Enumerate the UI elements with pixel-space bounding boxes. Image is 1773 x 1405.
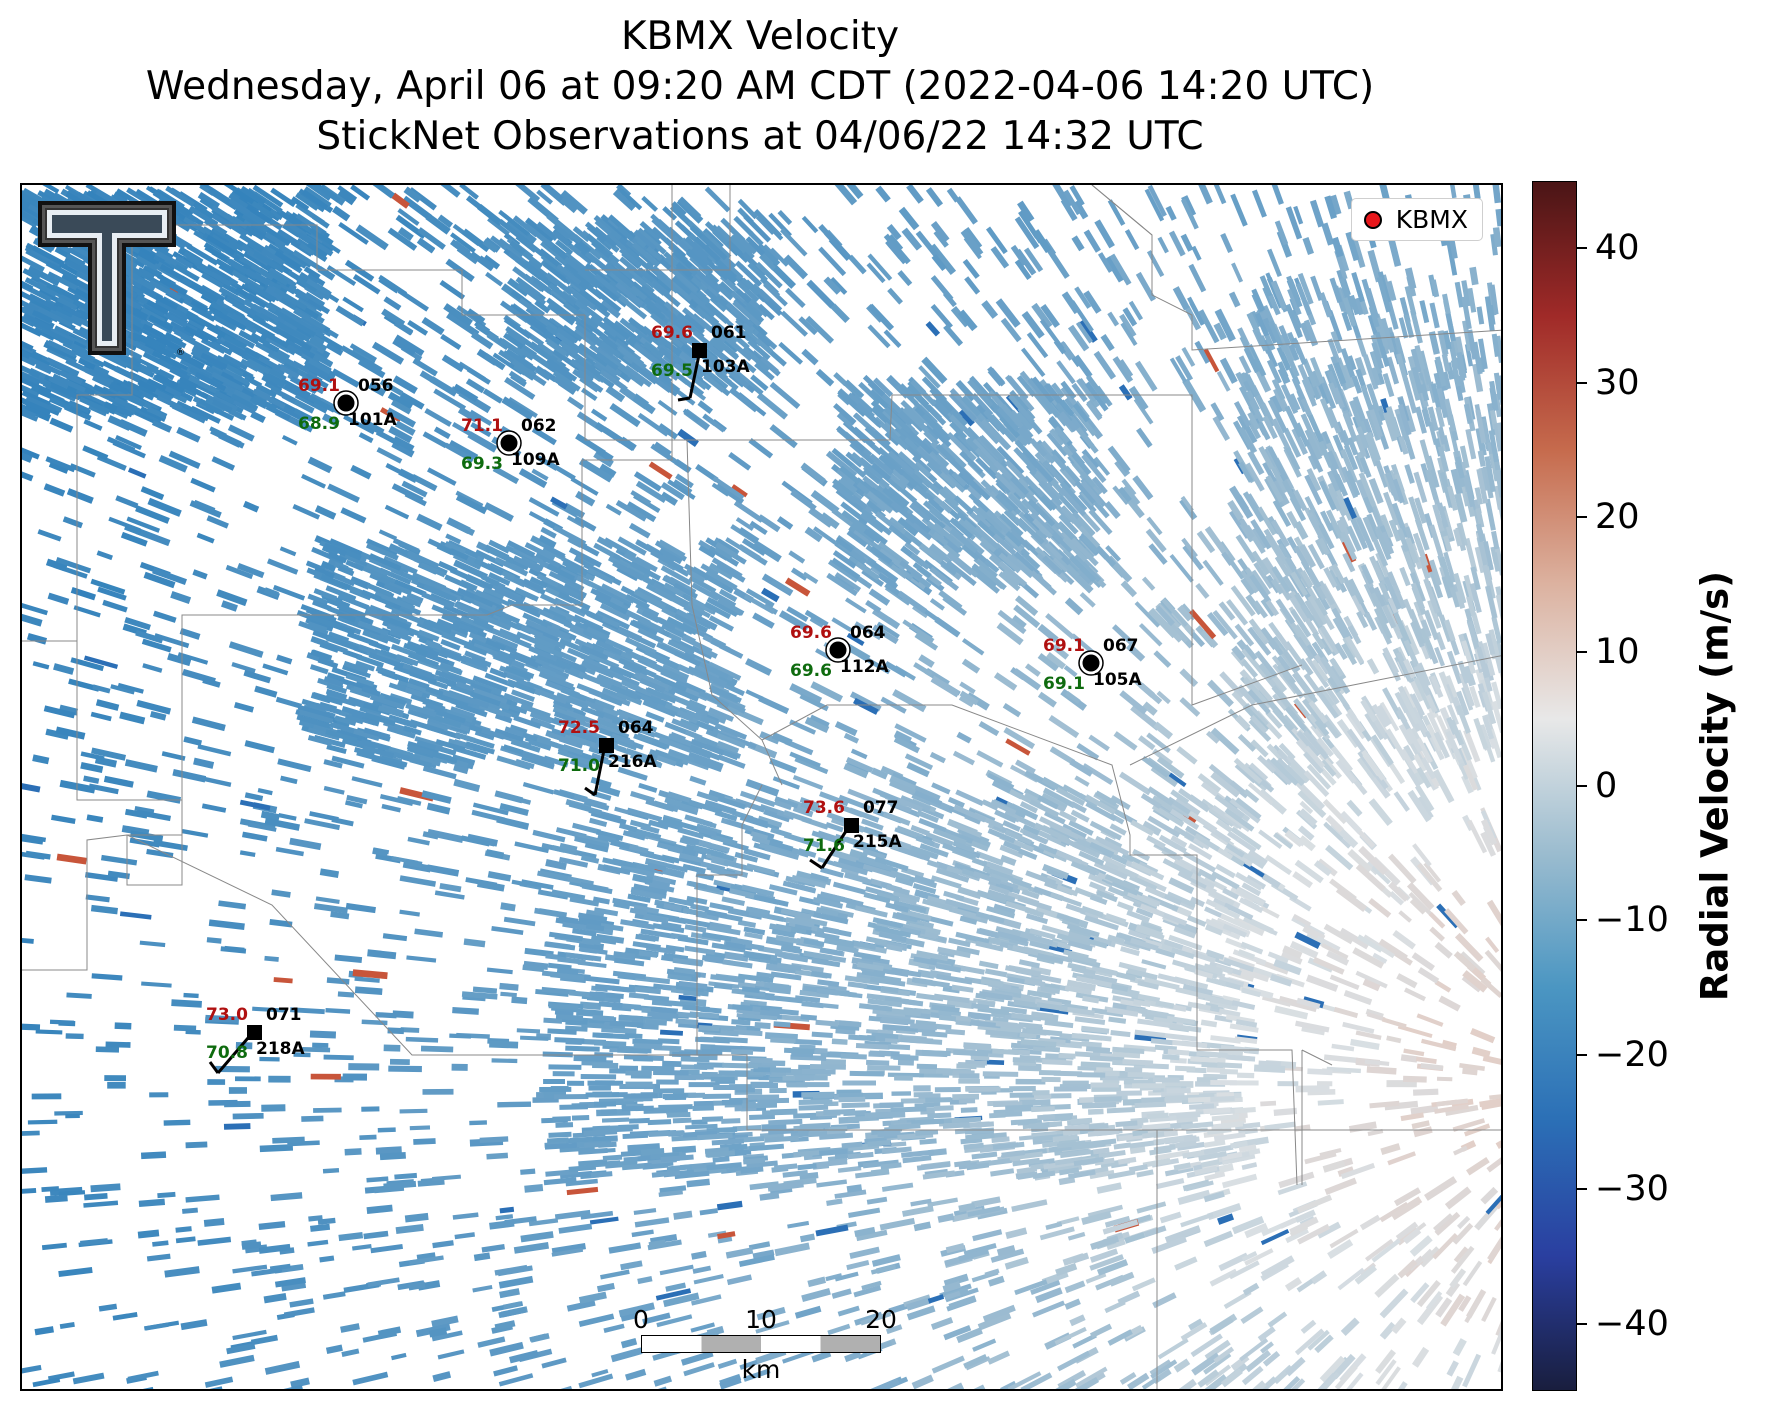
station-wind-direction: 056	[358, 376, 394, 396]
colorbar-tick-label: −10	[1595, 900, 1669, 941]
station-wind-direction: 061	[711, 323, 747, 343]
velocity-colorbar	[1532, 181, 1577, 1391]
station-dewpoint: 69.6	[790, 661, 832, 681]
colorbar-tick-mark	[1577, 1053, 1587, 1056]
colorbar-tick-mark	[1577, 381, 1587, 384]
colorbar-tick-mark	[1577, 1188, 1587, 1191]
colorbar-tick-label: −40	[1595, 1303, 1669, 1344]
station-id: 103A	[701, 357, 750, 377]
scale-bar-graphic	[641, 1335, 881, 1353]
station-temperature: 69.6	[651, 323, 693, 343]
station-dewpoint: 68.9	[298, 414, 340, 434]
station-id: 215A	[853, 832, 902, 852]
colorbar-tick-mark	[1577, 785, 1587, 787]
scale-unit: km	[741, 1355, 781, 1384]
station-wind-direction: 064	[850, 623, 886, 643]
radar-echo-layer	[22, 185, 1501, 1389]
station-id: 101A	[348, 410, 397, 430]
legend-label: KBMX	[1395, 205, 1468, 234]
map-legend: KBMX	[1350, 198, 1483, 241]
station-temperature: 69.1	[1043, 636, 1085, 656]
station-id: 112A	[840, 657, 889, 677]
colorbar-tick-mark	[1577, 247, 1587, 250]
station-temperature: 73.0	[206, 1005, 248, 1025]
station-temperature: 69.6	[790, 623, 832, 643]
map-subtitle-time: Wednesday, April 06 at 09:20 AM CDT (202…	[145, 64, 1375, 109]
map-title: KBMX Velocity	[620, 14, 900, 59]
colorbar-tick-mark	[1577, 516, 1587, 519]
colorbar-tick-label: 40	[1595, 228, 1640, 269]
colorbar-title: Radial Velocity (m/s)	[1693, 570, 1737, 1002]
colorbar-tick-label: −20	[1595, 1034, 1669, 1075]
station-temperature: 69.1	[298, 376, 340, 396]
station-dewpoint: 70.8	[206, 1043, 248, 1063]
colorbar-tick-mark	[1577, 919, 1587, 922]
radar-site-marker-icon	[1363, 210, 1382, 229]
map-subtitle-observations: StickNet Observations at 04/06/22 14:32 …	[316, 114, 1204, 159]
colorbar-tick-label: 30	[1595, 362, 1640, 403]
station-id: 105A	[1093, 670, 1142, 690]
colorbar-tick-label: 10	[1595, 631, 1640, 672]
radar-map-canvas: 69.1 056 68.9 101A 71.1 062 69.3 109A 69.6 061 69.…	[22, 185, 1501, 1389]
station-dewpoint: 69.1	[1043, 674, 1085, 694]
station-temperature: 71.1	[461, 416, 503, 436]
county-boundaries	[22, 185, 1501, 1389]
colorbar-tick-mark	[1577, 1322, 1587, 1325]
station-dewpoint: 69.5	[651, 361, 693, 381]
scale-tick-0: 0	[633, 1305, 649, 1334]
station-dewpoint: 69.3	[461, 454, 503, 474]
station-dewpoint: 71.0	[558, 756, 600, 776]
station-id: 109A	[511, 450, 560, 470]
colorbar-tick-mark	[1577, 650, 1587, 653]
radar-map[interactable]: 69.1 056 68.9 101A 71.1 062 69.3 109A 69.6 061 69.…	[20, 183, 1503, 1391]
station-wind-direction: 077	[863, 798, 899, 818]
colorbar-tick-label: 20	[1595, 497, 1640, 538]
station-dewpoint: 71.6	[803, 836, 845, 856]
station-temperature: 72.5	[558, 718, 600, 738]
scale-tick-20: 20	[865, 1305, 897, 1334]
scale-tick-10: 10	[745, 1305, 777, 1334]
station-wind-direction: 071	[266, 1005, 302, 1025]
station-id: 216A	[608, 752, 657, 772]
wind-barbs	[208, 349, 852, 1074]
station-id: 218A	[256, 1039, 305, 1059]
station-labels: 69.1 056 68.9 101A 71.1 062 69.3 109A 69.6 061 69.…	[206, 323, 1142, 1063]
station-wind-direction: 067	[1103, 636, 1139, 656]
colorbar-tick-label: 0	[1595, 766, 1618, 806]
station-wind-direction: 062	[521, 416, 557, 436]
station-markers	[247, 343, 1104, 1040]
station-wind-direction: 064	[618, 718, 654, 738]
texas-tech-logo: ®	[38, 201, 185, 358]
scale-bar: 0 10 20 km	[620, 1305, 920, 1385]
colorbar-tick-label: −30	[1595, 1169, 1669, 1210]
station-temperature: 73.6	[803, 798, 845, 818]
